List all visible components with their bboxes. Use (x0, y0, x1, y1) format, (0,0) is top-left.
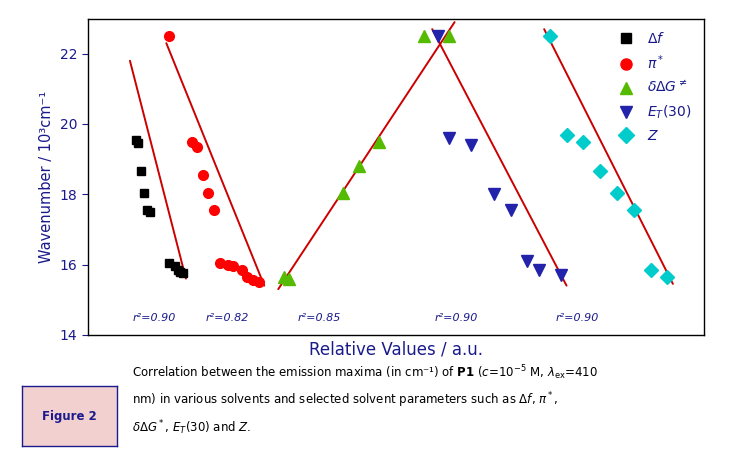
Text: Figure 2: Figure 2 (43, 410, 97, 423)
Text: r²=0.90: r²=0.90 (133, 312, 176, 323)
Text: r²=0.85: r²=0.85 (298, 312, 342, 323)
Y-axis label: Wavenumber / 10³cm⁻¹: Wavenumber / 10³cm⁻¹ (40, 91, 54, 263)
X-axis label: Relative Values / a.u.: Relative Values / a.u. (309, 340, 483, 359)
Text: r²=0.90: r²=0.90 (435, 312, 479, 323)
Text: r²=0.82: r²=0.82 (205, 312, 249, 323)
Text: r²=0.90: r²=0.90 (556, 312, 599, 323)
Legend: $\Delta f$, $\pi^*$, $\delta\Delta G^{\neq}$, $E_T(30)$, $Z$: $\Delta f$, $\pi^*$, $\delta\Delta G^{\n… (606, 26, 697, 148)
Text: Correlation between the emission maxima (in cm⁻¹) of $\mathbf{P1}$ ($c$=10$^{-5}: Correlation between the emission maxima … (132, 363, 597, 437)
